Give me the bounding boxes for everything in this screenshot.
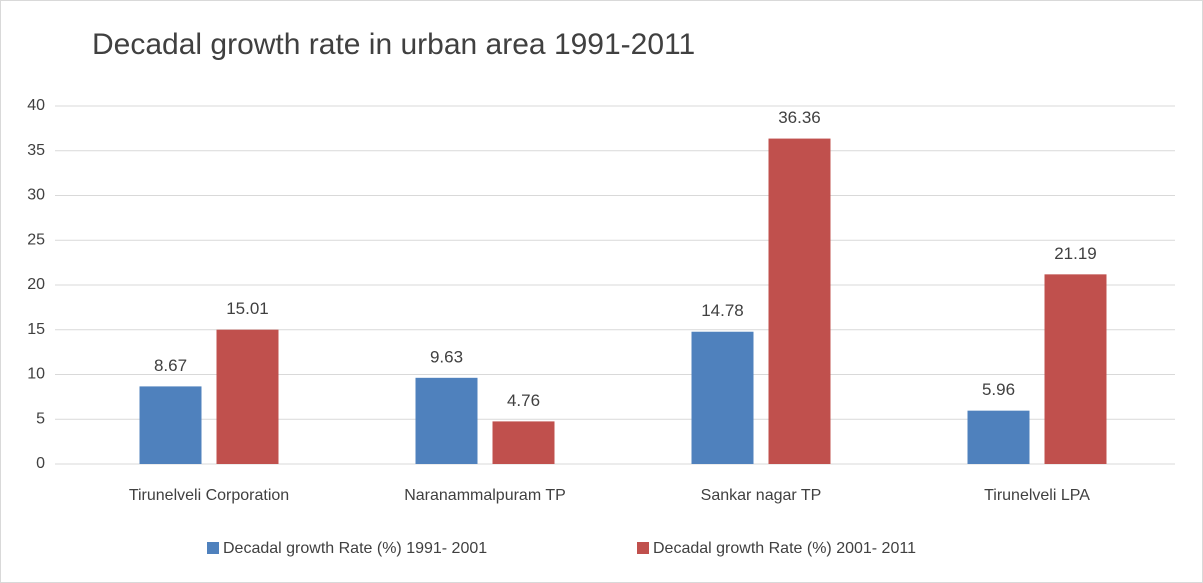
data-label: 9.63	[430, 347, 463, 366]
x-tick-label: Tirunelveli Corporation	[129, 487, 289, 504]
bar	[967, 410, 1030, 464]
data-label: 36.36	[778, 108, 821, 127]
y-tick-label: 25	[27, 231, 45, 248]
data-label: 8.67	[154, 356, 187, 375]
bar	[768, 138, 831, 464]
y-tick-label: 5	[36, 410, 45, 427]
legend-label: Decadal growth Rate (%) 1991- 2001	[223, 540, 487, 557]
x-tick-label: Tirunelveli LPA	[984, 487, 1090, 504]
data-label: 15.01	[226, 299, 269, 318]
y-tick-label: 10	[27, 366, 45, 383]
data-label: 21.19	[1054, 244, 1097, 263]
bar	[492, 421, 555, 464]
bar	[139, 386, 202, 464]
bar	[1044, 274, 1107, 464]
bar	[415, 377, 478, 464]
chart-title: Decadal growth rate in urban area 1991-2…	[92, 28, 695, 61]
x-tick-label: Naranammalpuram TP	[404, 487, 566, 504]
x-tick-label: Sankar nagar TP	[701, 487, 822, 504]
bar	[216, 329, 279, 464]
y-tick-label: 0	[36, 455, 45, 472]
data-label: 5.96	[982, 380, 1015, 399]
legend-swatch	[207, 542, 219, 554]
legend-swatch	[637, 542, 649, 554]
data-label: 4.76	[507, 391, 540, 410]
y-tick-label: 35	[27, 142, 45, 159]
y-tick-label: 30	[27, 187, 45, 204]
data-label: 14.78	[701, 301, 744, 320]
bar	[691, 331, 754, 464]
y-tick-label: 40	[27, 97, 45, 114]
y-tick-label: 20	[27, 276, 45, 293]
y-tick-label: 15	[27, 321, 45, 338]
legend-label: Decadal growth Rate (%) 2001- 2011	[653, 540, 916, 557]
